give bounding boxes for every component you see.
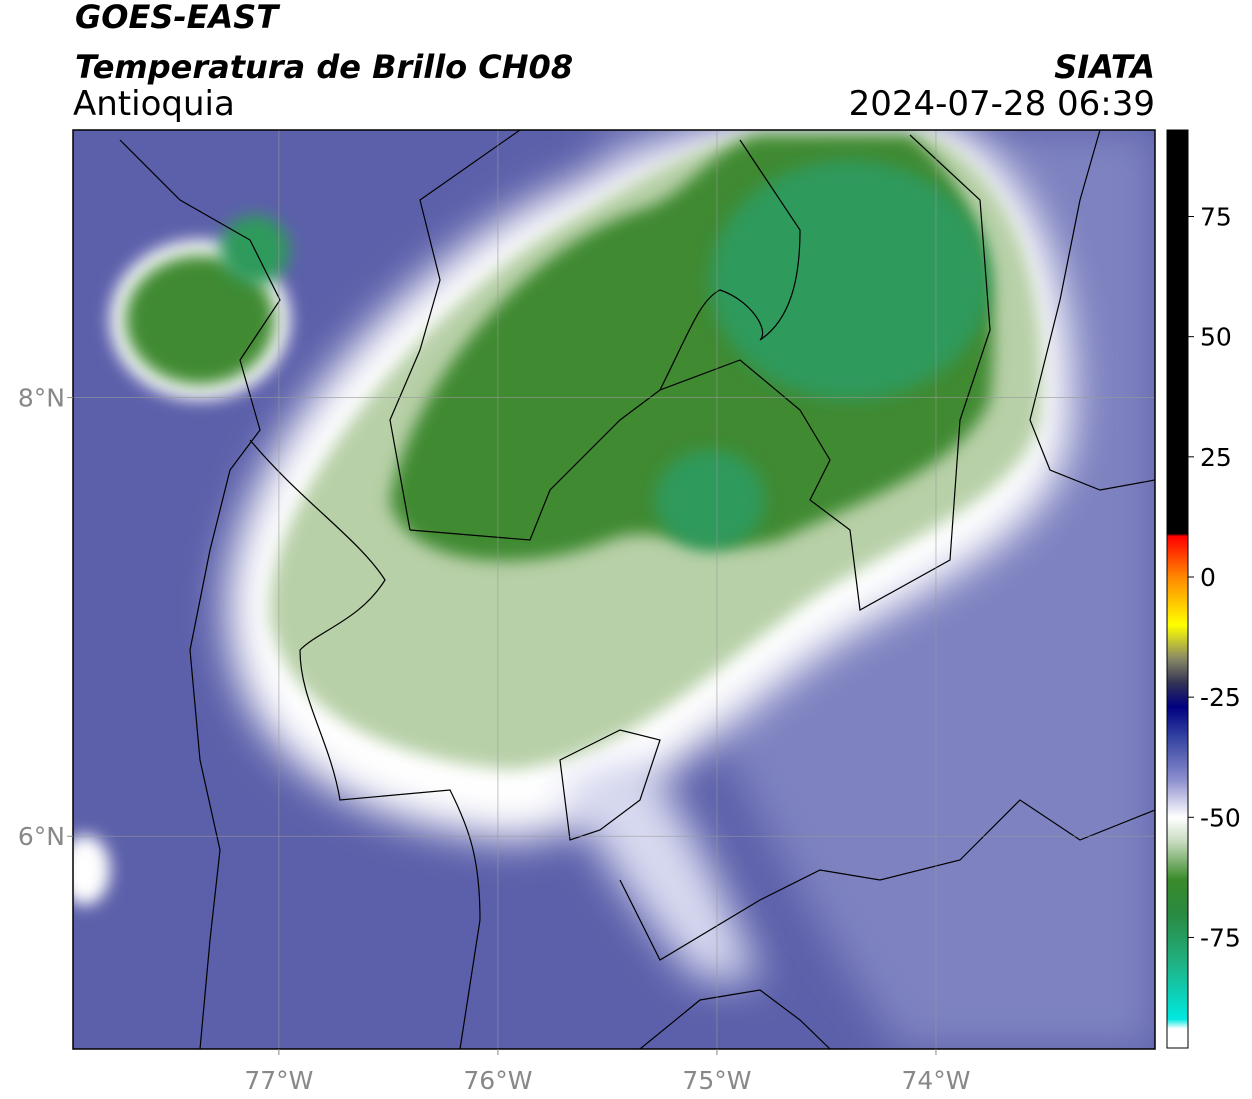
y-tick-label: 8°N bbox=[18, 384, 65, 413]
map-frame bbox=[72, 129, 1156, 1050]
colorbar-tick-label: 50 bbox=[1200, 323, 1232, 352]
subtitle: Temperatura de Brillo CH08 bbox=[75, 48, 573, 86]
x-tick-label: 77°W bbox=[244, 1066, 313, 1095]
y-tick-label: 6°N bbox=[18, 822, 65, 851]
x-tick-label: 74°W bbox=[901, 1066, 970, 1095]
datetime: 2024-07-28 06:39 bbox=[849, 84, 1155, 124]
colorbar-tick-label: 0 bbox=[1200, 563, 1216, 592]
colorbar-tick-label: 75 bbox=[1200, 203, 1232, 232]
source: SIATA bbox=[1054, 48, 1155, 86]
x-tick-label: 75°W bbox=[682, 1066, 751, 1095]
region: Antioquia bbox=[73, 84, 235, 124]
grid bbox=[73, 130, 1155, 1049]
colorbar-tick-label: 25 bbox=[1200, 443, 1232, 472]
colorbar-tick-label: -75 bbox=[1200, 923, 1241, 952]
colorbar-tick-label: -25 bbox=[1200, 683, 1241, 712]
title: GOES-EAST bbox=[75, 0, 280, 36]
colorbar bbox=[1166, 129, 1189, 1049]
map-image bbox=[73, 130, 1155, 1049]
x-tick-label: 76°W bbox=[463, 1066, 532, 1095]
colorbar-tick-label: -50 bbox=[1200, 803, 1241, 832]
